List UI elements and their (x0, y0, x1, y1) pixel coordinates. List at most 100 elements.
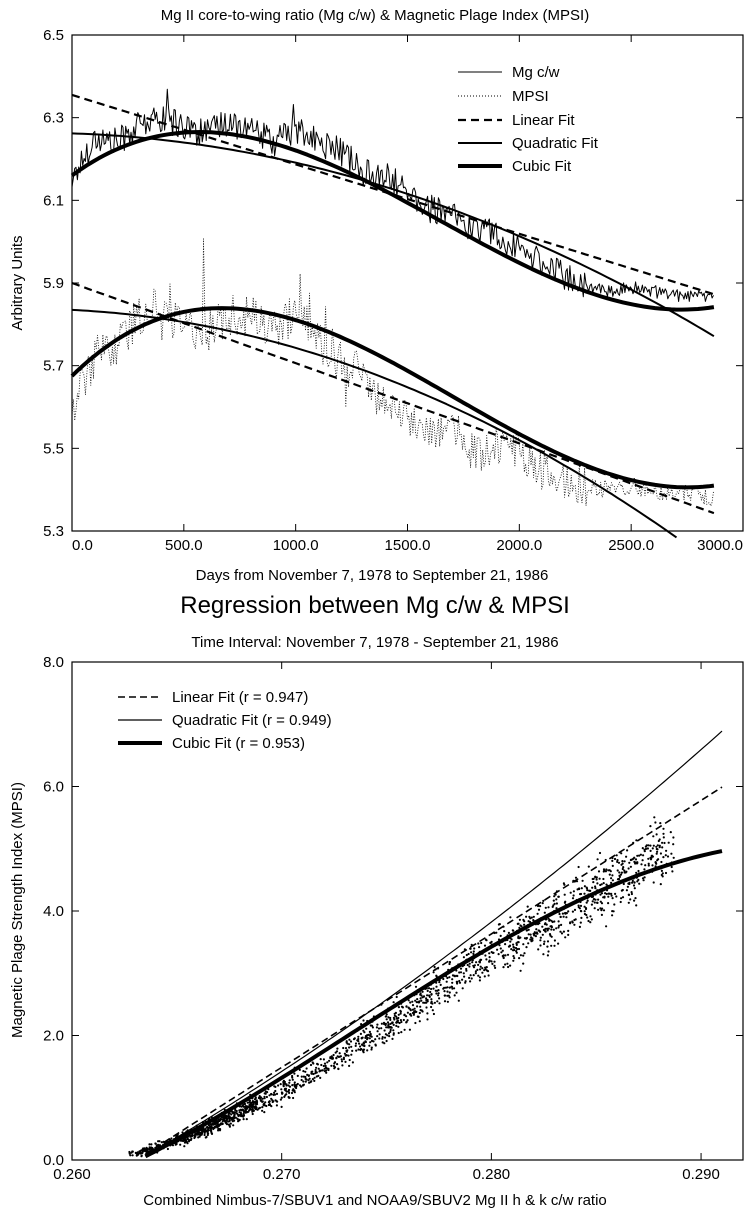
scatter-point (438, 997, 441, 1000)
scatter-point (326, 1067, 329, 1070)
scatter-point (388, 1035, 391, 1038)
scatter-point (552, 904, 555, 907)
scatter-point (210, 1132, 214, 1135)
scatter-point (405, 1005, 408, 1008)
scatter-point (148, 1143, 151, 1146)
scatter-point (504, 954, 507, 957)
chart1-y-tick-label: 6.1 (43, 192, 64, 209)
scatter-point (631, 879, 634, 883)
scatter-point (287, 1095, 290, 1099)
scatter-point (499, 947, 502, 950)
scatter-point (332, 1064, 335, 1068)
scatter-point (255, 1100, 258, 1103)
scatter-point (287, 1090, 290, 1093)
scatter-point (602, 909, 606, 912)
chart1-x-tick-label: 2500.0 (608, 537, 654, 554)
scatter-point (275, 1092, 279, 1095)
scatter-point (546, 945, 549, 948)
scatter-point (419, 1005, 422, 1008)
scatter-point (649, 844, 652, 847)
scatter-point (471, 961, 474, 964)
scatter-point (552, 899, 555, 902)
scatter-point (261, 1100, 264, 1103)
scatter-point (611, 874, 614, 877)
scatter-point (368, 1037, 371, 1040)
scatter-point (369, 1041, 372, 1044)
chart1-x-tick-label: 1000.0 (273, 537, 319, 554)
scatter-point (604, 870, 608, 873)
scatter-point (507, 965, 510, 969)
scatter-point (317, 1067, 320, 1070)
scatter-point (241, 1108, 244, 1111)
scatter-point (439, 983, 442, 987)
scatter-point (348, 1038, 351, 1041)
scatter-point (360, 1048, 363, 1051)
scatter-point (143, 1147, 146, 1150)
scatter-point (341, 1064, 344, 1067)
scatter-point (479, 965, 482, 968)
scatter-point (301, 1084, 305, 1087)
scatter-point (266, 1091, 269, 1094)
scatter-point (546, 940, 550, 943)
scatter-point (672, 856, 675, 859)
scatter-point (438, 981, 441, 984)
scatter-point (604, 892, 607, 895)
scatter-point (488, 956, 491, 959)
scatter-point (129, 1154, 132, 1157)
scatter-point (596, 882, 599, 885)
scatter-point (573, 918, 576, 922)
scatter-point (639, 853, 643, 856)
scatter-point (334, 1051, 337, 1054)
scatter-point (468, 962, 471, 965)
scatter-point (242, 1115, 245, 1118)
legend-linear-label: Linear Fit (512, 112, 575, 129)
scatter-point (661, 841, 664, 844)
scatter-point (470, 951, 473, 954)
scatter-point (342, 1058, 345, 1061)
scatter-point (608, 873, 611, 876)
scatter-point (625, 855, 628, 858)
scatter-point (364, 1040, 367, 1043)
scatter-point (642, 879, 645, 882)
scatter-point (337, 1067, 340, 1070)
scatter-point (535, 931, 539, 934)
scatter-point (296, 1074, 299, 1077)
scatter-point (140, 1154, 143, 1157)
scatter-point (607, 902, 610, 905)
scatter-point (443, 986, 446, 989)
scatter-point (284, 1089, 287, 1092)
scatter-point (591, 900, 594, 903)
scatter-point (629, 865, 633, 868)
scatter-point (542, 899, 545, 903)
scatter-point (371, 1026, 374, 1029)
scatter-point (670, 865, 673, 869)
scatter-point (526, 905, 529, 908)
scatter-point (413, 1010, 417, 1013)
scatter-point (376, 1030, 379, 1033)
scatter-point (392, 1023, 395, 1026)
scatter-point (392, 1029, 395, 1032)
scatter-point (240, 1113, 243, 1116)
scatter-point (322, 1058, 325, 1061)
scatter-point (652, 835, 655, 838)
chart1-plot-frame (71, 34, 744, 532)
scatter-point (596, 858, 599, 861)
scatter-point (662, 832, 665, 835)
scatter-point (430, 998, 433, 1001)
chart1-title: Mg II core-to-wing ratio (Mg c/w) & Magn… (161, 7, 589, 24)
scatter-point (369, 1032, 372, 1036)
scatter-point (512, 946, 516, 949)
scatter-point (389, 1022, 392, 1025)
chart1-y-tick-label: 5.7 (43, 358, 64, 375)
scatter-point (412, 1013, 415, 1016)
scatter-point (211, 1122, 214, 1126)
scatter-point (228, 1124, 231, 1127)
scatter-point (470, 977, 473, 980)
scatter-point (483, 969, 486, 972)
chart1-series-linear-fit-line (71, 93, 715, 296)
scatter-point (268, 1094, 271, 1097)
scatter-point (574, 876, 578, 879)
scatter-point (512, 959, 515, 962)
scatter-point (579, 909, 583, 913)
scatter-point (467, 952, 470, 956)
